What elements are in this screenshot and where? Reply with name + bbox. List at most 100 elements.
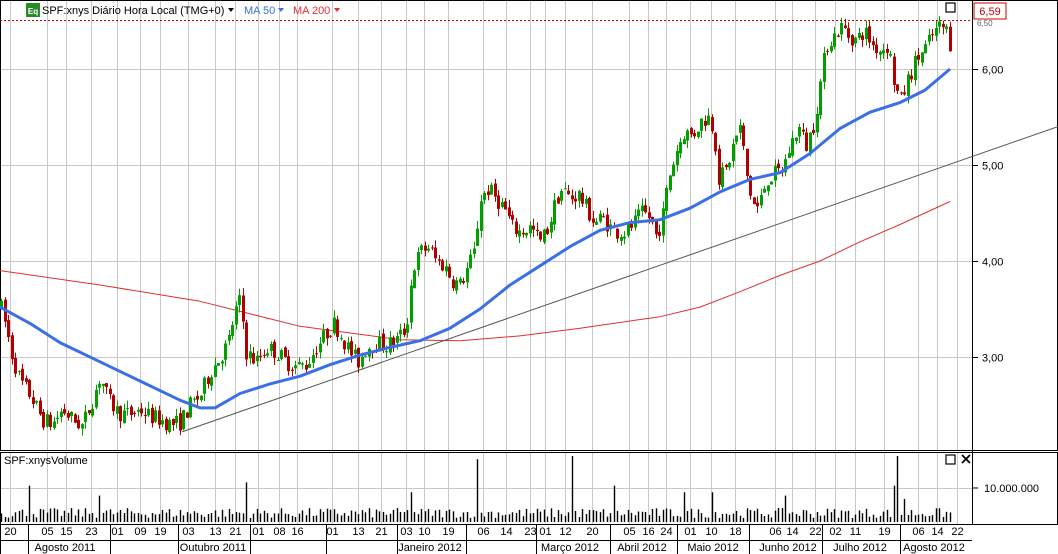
candle-body [315, 353, 318, 355]
x-tick-label: 06 [912, 526, 924, 538]
ma50-line-layer [0, 67, 951, 410]
candle-body [532, 225, 535, 230]
candle-body [581, 192, 584, 204]
candle-body [504, 201, 507, 210]
candle-body [389, 337, 392, 353]
x-tick-label: 14 [931, 526, 943, 538]
x-tick-label: 20 [4, 526, 16, 538]
x-tick-label: 23 [85, 526, 97, 538]
candle-body [655, 220, 658, 235]
x-tick-label: 21 [229, 526, 241, 538]
candle-body [802, 129, 805, 132]
candle-body [637, 209, 640, 217]
candle-body [165, 418, 168, 431]
candle-body [382, 333, 385, 350]
ma50-dropdown-icon[interactable] [278, 8, 284, 12]
candle-body [725, 164, 728, 168]
ma200-dropdown-icon[interactable] [334, 8, 340, 12]
symbol-label[interactable]: SPF:xnys Diário Hora Local (TMG+0) [42, 5, 224, 17]
candles-layer [0, 16, 952, 436]
candle-body [259, 355, 262, 358]
candle-body [224, 343, 227, 360]
candle-body [424, 245, 427, 251]
candle-body [742, 125, 745, 146]
x-tick-label: 22 [809, 526, 821, 538]
candle-body [144, 415, 147, 417]
candle-body [427, 248, 430, 251]
candle-body [620, 237, 623, 241]
candle-body [798, 127, 801, 137]
candle-body [252, 353, 255, 364]
candle-body [697, 131, 700, 137]
candle-body [508, 207, 511, 217]
candle-body [158, 410, 161, 425]
x-month-label: Maio 2012 [687, 542, 738, 554]
candle-body [336, 319, 339, 337]
x-tick-label: 01 [326, 526, 338, 538]
candle-body [203, 377, 206, 394]
candle-body [28, 379, 31, 397]
candle-body [700, 118, 703, 131]
candle-body [585, 198, 588, 204]
candle-body [312, 355, 315, 363]
candle-body [25, 378, 28, 382]
price-maximize-icon[interactable] [945, 2, 956, 13]
candle-body [473, 248, 476, 254]
candle-body [683, 139, 686, 145]
candle-body [564, 188, 567, 190]
candle-body [18, 371, 21, 373]
candle-body [168, 419, 171, 432]
candle-body [763, 188, 766, 193]
volume-y-tick: 10.000.000 [984, 483, 1039, 495]
x-tick-label: 23 [524, 526, 536, 538]
candle-body [434, 247, 437, 259]
x-month-label: Abril 2012 [617, 542, 667, 554]
ma50-legend-label[interactable]: MA 50 [244, 5, 275, 17]
candle-body [840, 22, 843, 35]
candle-body [732, 143, 735, 162]
volume-maximize-icon[interactable] [945, 454, 956, 465]
equity-badge [26, 3, 40, 17]
ma200-line [0, 201, 951, 342]
candle-body [95, 389, 98, 408]
candle-body [595, 221, 598, 225]
candle-body [154, 410, 157, 422]
ma200-legend-label[interactable]: MA 200 [293, 5, 330, 17]
volume-close-icon[interactable] [961, 454, 971, 464]
candle-body [935, 28, 938, 36]
candle-body [907, 74, 910, 96]
candle-body [130, 406, 133, 415]
candle-body [539, 231, 542, 240]
candle-body [627, 224, 630, 236]
candle-body [511, 214, 514, 220]
candle-body [480, 201, 483, 231]
candle-body [494, 183, 497, 197]
candle-body [931, 34, 934, 36]
candle-body [749, 176, 752, 196]
candle-body [739, 124, 742, 133]
candle-body [501, 202, 504, 207]
candle-body [193, 398, 196, 400]
candle-body [928, 34, 931, 42]
candle-body [410, 285, 413, 323]
candle-body [644, 205, 647, 213]
chart-header: Eq SPF:xnys Diário Hora Local (TMG+0) MA… [26, 3, 340, 17]
candle-body [938, 21, 941, 27]
candle-body [518, 230, 521, 237]
symbol-dropdown-icon[interactable] [228, 8, 234, 12]
candle-body [182, 410, 185, 430]
candle-body [567, 190, 570, 195]
candle-body [459, 278, 462, 283]
ma200-line-layer [0, 201, 951, 342]
candle-body [77, 419, 80, 429]
candle-body [294, 365, 297, 369]
candle-body [942, 23, 945, 28]
candle-body [903, 92, 906, 95]
candle-body [284, 347, 287, 357]
x-tick-label: 20 [586, 526, 598, 538]
candle-body [378, 336, 381, 352]
x-axis-months: Agosto 2011 Outubro 2011 Janeiro 2012 Março… [35, 542, 965, 554]
candle-body [833, 33, 836, 47]
candle-body [592, 218, 595, 223]
candle-body [361, 356, 364, 367]
